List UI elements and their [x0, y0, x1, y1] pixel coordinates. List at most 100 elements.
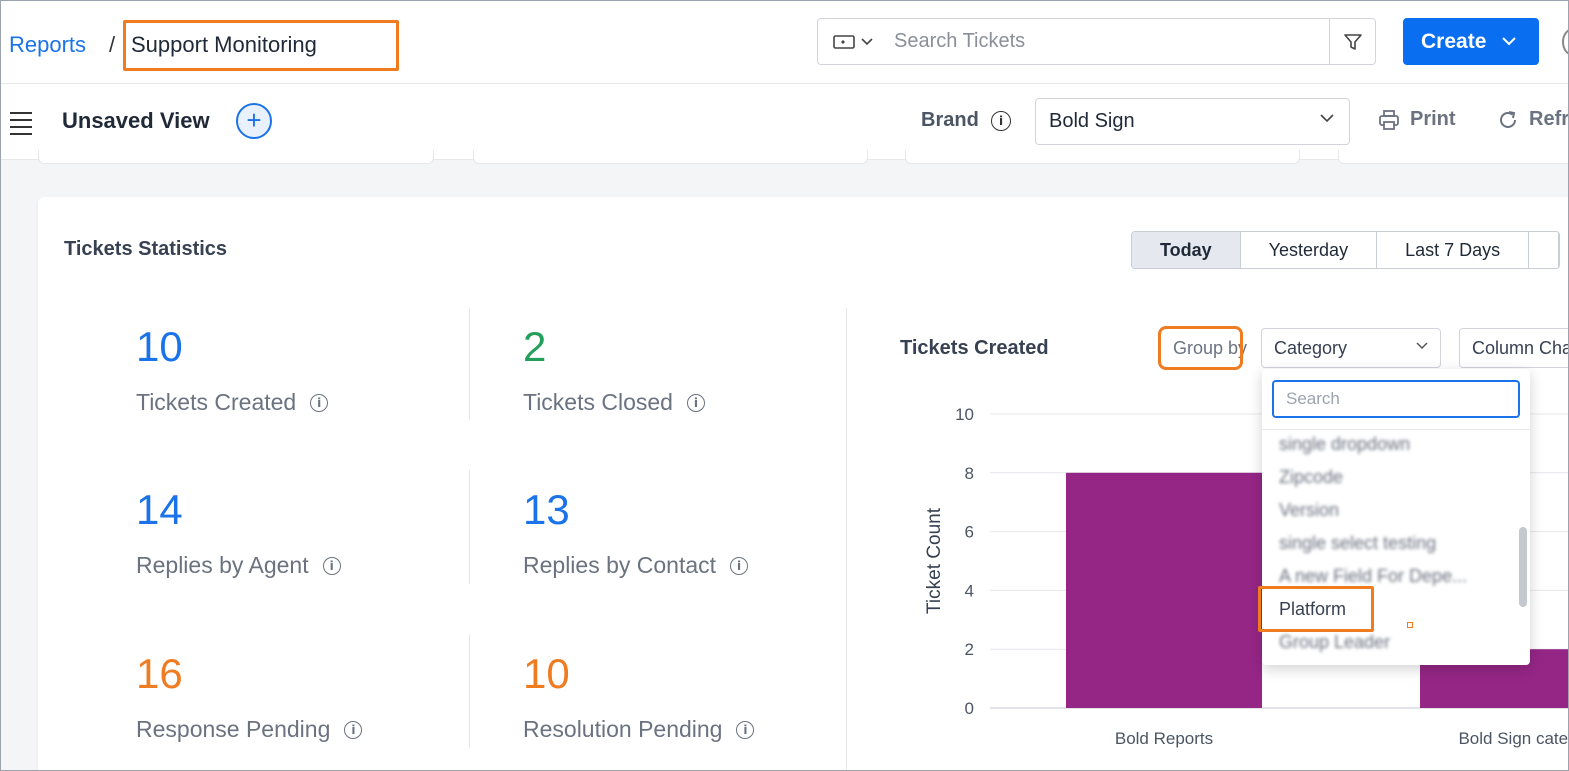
stat-label: Replies by Contact i	[523, 552, 749, 579]
stat-label-text: Response Pending	[136, 716, 331, 742]
search-input[interactable]	[894, 19, 1324, 64]
stat-label: Tickets Created i	[136, 389, 329, 416]
option-item[interactable]: Zipcode	[1279, 467, 1344, 487]
brand-dropdown[interactable]: Bold Sign	[1035, 98, 1350, 145]
highlight-box	[1258, 586, 1374, 632]
refresh-icon	[1500, 110, 1516, 128]
stat-value: 16	[136, 650, 183, 697]
group-by-value: Category	[1274, 337, 1348, 358]
highlight-box	[123, 20, 399, 71]
option-item[interactable]: Version	[1279, 500, 1340, 520]
divider	[846, 308, 847, 771]
stat-label: Replies by Agent i	[136, 552, 341, 579]
card-title: Tickets Statistics	[64, 238, 228, 260]
card-remnant	[905, 150, 1300, 164]
options-search-input[interactable]	[1272, 380, 1520, 418]
option-item[interactable]: Group Leader	[1279, 632, 1391, 652]
stat-value: 14	[136, 486, 183, 533]
divider	[469, 634, 470, 748]
breadcrumb-separator: /	[109, 32, 116, 57]
stat-label: Response Pending i	[136, 716, 363, 743]
view-title: Unsaved View	[62, 108, 210, 133]
x-tick-label: Bold Reports	[1115, 729, 1213, 748]
chart-type-value: Column Cha	[1472, 337, 1569, 358]
y-tick-label: 2	[965, 640, 974, 659]
divider	[469, 470, 470, 584]
stat-label: Resolution Pending i	[523, 716, 755, 743]
chart-bar	[1066, 472, 1262, 708]
stat-label-text: Tickets Created	[136, 389, 297, 415]
option-item-platform[interactable]: Platform	[1279, 599, 1347, 619]
y-tick-label: 6	[965, 523, 974, 542]
stat-value: 10	[136, 323, 183, 370]
avatar[interactable]	[1562, 28, 1569, 56]
info-icon[interactable]: i	[344, 720, 363, 739]
card-remnant	[1338, 150, 1569, 164]
print-button[interactable]: Print	[1378, 108, 1456, 131]
refresh-label: Refr	[1529, 108, 1569, 130]
stat-label-text: Replies by Contact	[523, 552, 717, 578]
search-type-selector[interactable]	[818, 19, 888, 64]
y-axis-label: Ticket Count	[924, 507, 945, 614]
option-item[interactable]: single select testing	[1279, 533, 1437, 553]
add-view-button[interactable]: +	[236, 103, 272, 139]
info-icon[interactable]: i	[310, 393, 329, 412]
stat-value: 10	[523, 650, 570, 697]
chevron-down-icon	[1502, 37, 1517, 46]
range-yesterday[interactable]: Yesterday	[1241, 232, 1378, 268]
divider	[1262, 429, 1530, 430]
create-button[interactable]: Create	[1403, 18, 1539, 65]
stat-label-text: Replies by Agent	[136, 552, 309, 578]
chevron-down-icon	[1416, 342, 1428, 350]
ticket-icon	[833, 34, 855, 49]
chart-type-dropdown[interactable]: Column Cha	[1459, 328, 1569, 368]
ticket-search-bar	[817, 18, 1376, 65]
info-icon[interactable]: i	[991, 111, 1011, 131]
create-button-label: Create	[1421, 29, 1487, 53]
chart-title: Tickets Created	[900, 337, 1049, 359]
highlight-box	[1158, 326, 1243, 370]
menu-icon[interactable]	[10, 112, 32, 135]
print-label: Print	[1410, 108, 1456, 130]
view-toolbar: Unsaved View + Brand i Bold Sign Print R…	[0, 84, 1569, 160]
range-today[interactable]: Today	[1132, 232, 1241, 268]
group-by-dropdown[interactable]: Category	[1261, 328, 1441, 368]
brand-label: Brand	[921, 109, 979, 131]
range-last-7-days[interactable]: Last 7 Days	[1377, 232, 1530, 268]
page-title: Support Monitoring	[131, 32, 317, 57]
chevron-down-icon	[1320, 114, 1334, 123]
tickets-created-chart: 0 2 4 6 8 10 Ticket Count Bold Reports Bold Sign…	[924, 405, 1569, 748]
y-tick-label: 10	[955, 405, 974, 424]
date-range-tabs: Today Yesterday Last 7 Days	[1131, 231, 1561, 269]
stat-label-text: Tickets Closed	[523, 389, 673, 415]
range-more[interactable]	[1529, 232, 1560, 268]
y-tick-label: 8	[965, 464, 974, 483]
option-item[interactable]: single dropdown	[1279, 434, 1411, 454]
filter-button[interactable]	[1329, 19, 1375, 64]
info-icon[interactable]: i	[322, 556, 341, 575]
card-remnant	[38, 150, 434, 164]
option-item[interactable]: A new Field For Depe...	[1279, 566, 1468, 586]
info-icon[interactable]: i	[686, 393, 705, 412]
scrollbar[interactable]	[1519, 527, 1527, 607]
divider	[469, 308, 470, 420]
group-by-label: Group by	[1173, 338, 1248, 358]
printer-icon	[1379, 109, 1399, 130]
y-tick-label: 0	[965, 699, 974, 718]
top-header: Reports / Support Monitoring Create	[0, 0, 1569, 84]
filter-icon	[1343, 33, 1362, 50]
refresh-button[interactable]: Refr	[1497, 108, 1569, 131]
chevron-down-icon	[861, 37, 873, 45]
stat-value: 13	[523, 486, 570, 533]
breadcrumb-reports-link[interactable]: Reports	[9, 32, 87, 57]
x-tick-label: Bold Sign categ	[1458, 729, 1569, 748]
cursor-marker	[1407, 622, 1413, 628]
stat-value: 2	[523, 323, 547, 370]
group-by-options-popup: single dropdown Zipcode Version single s…	[1262, 369, 1530, 665]
info-icon[interactable]: i	[736, 720, 755, 739]
brand-value: Bold Sign	[1049, 110, 1135, 132]
y-tick-label: 4	[965, 581, 974, 600]
info-icon[interactable]: i	[730, 556, 749, 575]
stat-label: Tickets Closed i	[523, 389, 705, 416]
stat-label-text: Resolution Pending	[523, 716, 723, 742]
